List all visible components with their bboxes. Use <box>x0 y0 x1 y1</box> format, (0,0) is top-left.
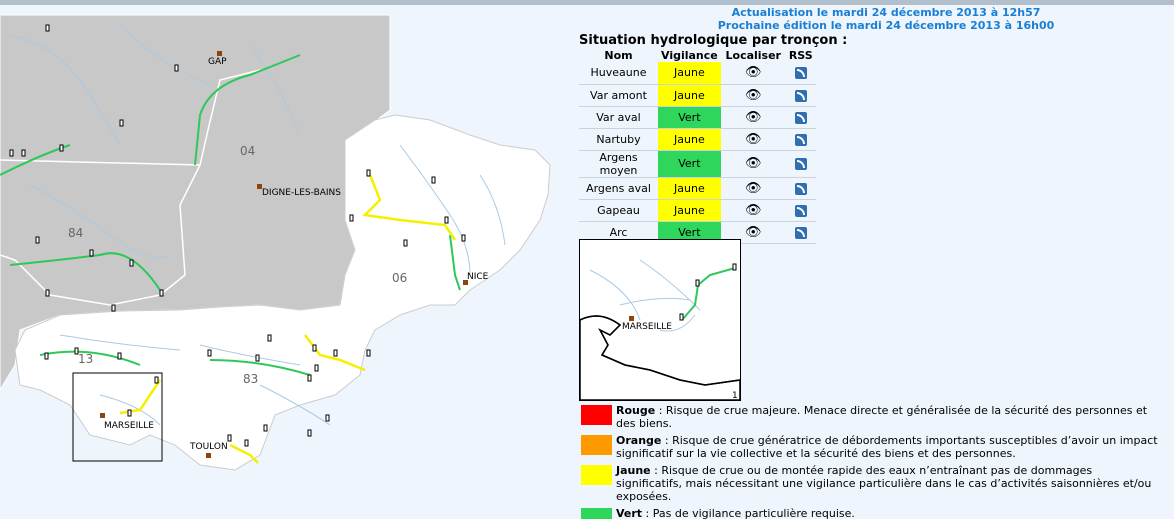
rss-button[interactable] <box>785 199 816 222</box>
legend-text: : Risque de crue ou de montée rapide des… <box>616 464 1152 503</box>
top-border <box>0 0 1174 5</box>
update-info: Actualisation le mardi 24 décembre 2013 … <box>690 6 1082 32</box>
update-line: Actualisation le mardi 24 décembre 2013 … <box>731 6 1041 19</box>
rss-icon[interactable] <box>794 111 807 124</box>
localiser-button[interactable]: 👁 <box>720 84 786 107</box>
legend-item: Orange : Risque de crue génératrice de d… <box>581 434 1161 460</box>
col-vigilance: Vigilance <box>661 48 718 62</box>
rss-icon[interactable] <box>794 204 807 217</box>
troncon-name: Argens moyen <box>579 150 658 178</box>
city-gap: GAP <box>208 57 227 67</box>
vigilance-level: Vert <box>658 106 721 129</box>
vigilance-map: GAP DIGNE-LES-BAINS NICE MARSEILLE TOULO… <box>0 5 575 519</box>
rss-button[interactable] <box>785 84 816 107</box>
localiser-button[interactable]: 👁 <box>720 128 786 151</box>
localiser-button[interactable]: 👁 <box>720 221 786 244</box>
col-localiser: Localiser <box>725 48 781 62</box>
localiser-button[interactable]: 👁 <box>720 62 786 85</box>
legend-swatch <box>581 508 612 519</box>
vigilance-level: Jaune <box>658 199 721 222</box>
dept-13: 13 <box>78 352 93 366</box>
rss-icon[interactable] <box>794 133 807 146</box>
legend-label: Vert <box>616 507 643 519</box>
next-edition-line: Prochaine édition le mardi 24 décembre 2… <box>717 19 1055 32</box>
dept-83: 83 <box>243 372 258 386</box>
localiser-button[interactable]: 👁 <box>720 199 786 222</box>
table-title: Situation hydrologique par tronçon : <box>579 33 848 48</box>
dept-04: 04 <box>240 144 255 158</box>
table-row: Var amont Jaune 👁 <box>579 84 816 107</box>
eye-icon[interactable]: 👁 <box>744 87 762 103</box>
rss-icon[interactable] <box>794 89 807 102</box>
legend-label: Jaune <box>616 464 651 477</box>
rss-icon[interactable] <box>794 182 807 195</box>
vigilance-level: Jaune <box>658 128 721 151</box>
table-row: Argens moyen Vert 👁 <box>579 150 816 178</box>
dept-84: 84 <box>68 226 83 240</box>
marseille-inset-frame <box>72 372 163 462</box>
vigilance-table: Nom Vigilance Localiser RSS Huveaune Jaun… <box>579 48 816 244</box>
localiser-button[interactable]: 👁 <box>720 106 786 129</box>
eye-icon[interactable]: 👁 <box>744 65 762 81</box>
eye-icon[interactable]: 👁 <box>744 202 762 218</box>
eye-icon[interactable]: 👁 <box>744 156 762 171</box>
city-marseille: MARSEILLE <box>104 421 154 431</box>
troncon-name: Gapeau <box>579 199 658 222</box>
troncon-name: Argens aval <box>579 177 658 200</box>
dept-06: 06 <box>392 271 407 285</box>
inset-city: MARSEILLE <box>622 322 672 332</box>
rss-icon[interactable] <box>794 226 807 239</box>
legend-text: : Pas de vigilance particulière requise. <box>642 507 855 519</box>
troncon-name: Huveaune <box>579 62 658 85</box>
legend: Rouge : Risque de crue majeure. Menace d… <box>581 404 1161 519</box>
eye-icon[interactable]: 👁 <box>744 224 762 240</box>
legend-text: : Risque de crue génératrice de débordem… <box>616 434 1158 460</box>
legend-swatch <box>581 435 612 455</box>
city-toulon: TOULON <box>189 442 228 452</box>
vigilance-level: Vert <box>658 221 721 244</box>
legend-item: Rouge : Risque de crue majeure. Menace d… <box>581 404 1161 430</box>
troncon-name: Var amont <box>579 84 658 107</box>
rss-button[interactable] <box>785 150 816 178</box>
table-row: Argens aval Jaune 👁 <box>579 177 816 200</box>
white-region <box>14 114 551 471</box>
vigilance-level: Jaune <box>658 177 721 200</box>
inset-number: 1 <box>732 391 738 400</box>
table-row: Var aval Vert 👁 <box>579 106 816 129</box>
city-nice: NICE <box>467 272 489 282</box>
legend-label: Orange <box>616 434 662 447</box>
table-row: Gapeau Jaune 👁 <box>579 199 816 222</box>
rss-button[interactable] <box>785 106 816 129</box>
col-nom: Nom <box>604 48 633 62</box>
col-rss: RSS <box>788 48 813 62</box>
legend-swatch <box>581 465 612 485</box>
rss-button[interactable] <box>785 177 816 200</box>
legend-item: Jaune : Risque de crue ou de montée rapi… <box>581 464 1161 503</box>
table-row: Nartuby Jaune 👁 <box>579 128 816 151</box>
table-row: Huveaune Jaune 👁 <box>579 62 816 85</box>
eye-icon[interactable]: 👁 <box>744 109 762 125</box>
table-row: Arc Vert 👁 <box>579 221 816 244</box>
eye-icon[interactable]: 👁 <box>744 180 762 196</box>
localiser-button[interactable]: 👁 <box>720 177 786 200</box>
localiser-button[interactable]: 👁 <box>720 150 786 178</box>
troncon-name: Var aval <box>579 106 658 129</box>
vigilance-level: Jaune <box>658 62 721 85</box>
vigilance-level: Vert <box>658 150 721 178</box>
rss-icon[interactable] <box>794 158 807 170</box>
eye-icon[interactable]: 👁 <box>744 131 762 147</box>
legend-label: Rouge <box>616 404 656 417</box>
troncon-name: Nartuby <box>579 128 658 151</box>
city-digne: DIGNE-LES-BAINS <box>262 188 341 198</box>
legend-swatch <box>581 405 612 425</box>
vigilance-level: Jaune <box>658 84 721 107</box>
inset-map: MARSEILLE 1 <box>579 239 741 401</box>
legend-text: : Risque de crue majeure. Menace directe… <box>616 404 1148 430</box>
rss-button[interactable] <box>785 62 816 85</box>
legend-item: Vert : Pas de vigilance particulière req… <box>581 507 1161 519</box>
rss-button[interactable] <box>785 128 816 151</box>
rss-icon[interactable] <box>794 67 807 80</box>
rss-button[interactable] <box>785 221 816 244</box>
